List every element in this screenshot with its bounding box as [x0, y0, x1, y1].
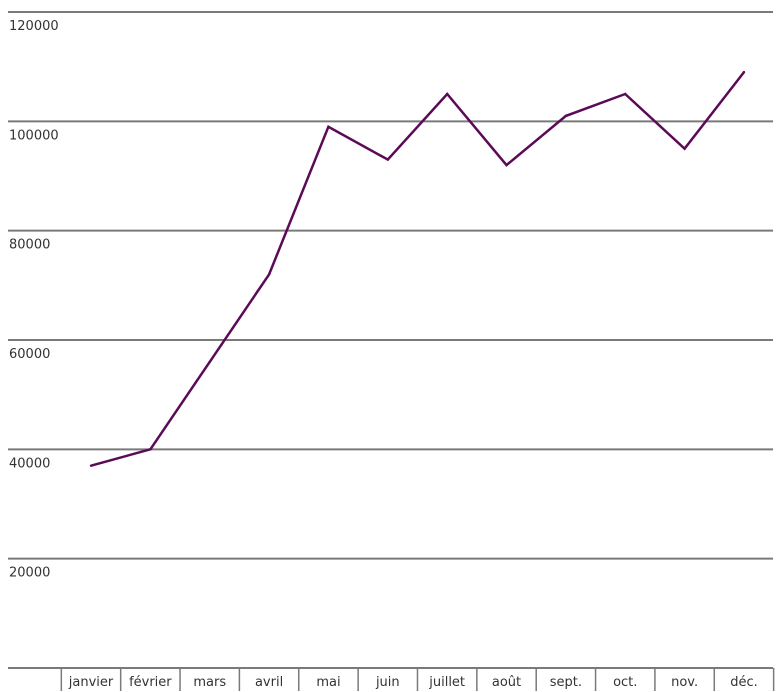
series-line	[90, 71, 745, 467]
data-point	[445, 92, 449, 96]
x-axis-categories: janvier février mars avril mai juin juillet aoû…	[60, 668, 775, 691]
y-tick-label: 100000	[9, 128, 59, 143]
gridlines	[8, 11, 773, 669]
data-point	[564, 114, 568, 118]
data-point	[89, 464, 93, 467]
x-category-label: déc.	[730, 675, 758, 690]
data-point	[267, 273, 271, 276]
data-point	[208, 360, 211, 364]
data-point	[683, 147, 686, 150]
data-point	[386, 158, 389, 161]
y-tick-label: 80000	[9, 238, 50, 253]
x-category-label: mai	[316, 675, 340, 690]
x-category-label: août	[492, 675, 521, 690]
x-category-label: janvier	[68, 675, 114, 690]
y-tick-label: 20000	[9, 566, 50, 581]
data-point	[505, 163, 508, 167]
x-category-label: sept.	[550, 675, 582, 690]
x-category-label: juillet	[428, 675, 465, 690]
x-category-label: février	[129, 675, 172, 690]
data-point	[149, 448, 152, 451]
data-point	[742, 70, 746, 74]
x-category-label: juin	[375, 675, 400, 690]
data-point	[624, 92, 627, 96]
data-point	[327, 125, 330, 128]
y-tick-label: 120000	[9, 19, 59, 34]
x-category-label: avril	[255, 675, 283, 690]
y-tick-label: 60000	[9, 347, 50, 362]
x-category-label: oct.	[613, 675, 637, 690]
x-category-label: mars	[193, 675, 226, 690]
y-axis-labels: 20000 40000 60000 80000 100000 120000	[9, 19, 59, 581]
y-tick-label: 40000	[9, 456, 50, 471]
series-line-group	[89, 70, 746, 467]
x-category-label: nov.	[671, 675, 698, 690]
